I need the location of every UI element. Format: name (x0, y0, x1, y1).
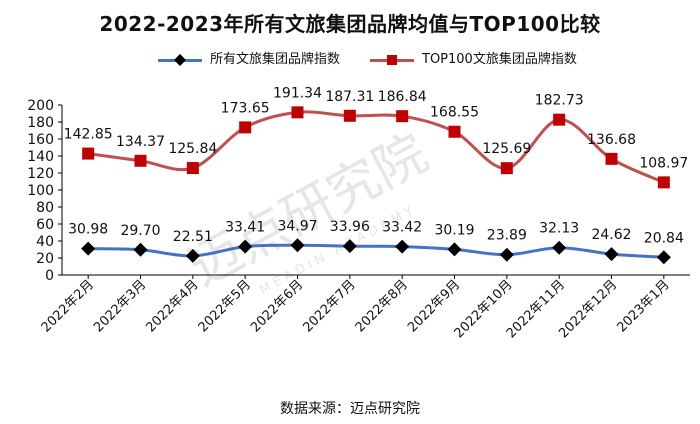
x-tick-label: 2022年7月 (300, 277, 358, 335)
series-top100-data-label: 173.65 (221, 100, 270, 116)
legend-square-marker (387, 55, 397, 65)
series-all-point (81, 241, 96, 256)
series-top100-point (343, 109, 356, 122)
y-tick-label: 80 (36, 200, 54, 216)
series-top100-data-label: 142.85 (64, 127, 113, 143)
legend-diamond-marker (174, 54, 186, 66)
x-tick-label: 2023年1月 (614, 277, 672, 335)
series-top100-point (448, 125, 461, 138)
series-all-data-label: 22.51 (173, 229, 213, 245)
series-all-data-label: 32.13 (539, 221, 579, 237)
legend-item-all: 所有文旅集团品牌指数 (158, 50, 368, 70)
series-all-data-label: 33.96 (330, 219, 370, 235)
series-all-point (604, 247, 619, 262)
x-tick-label: 2022年6月 (248, 277, 306, 335)
series-top100-point (134, 154, 147, 167)
series-top100-data-label: 134.37 (116, 134, 165, 150)
series-top100-data-label: 168.55 (430, 105, 479, 121)
series-all-point (290, 238, 305, 253)
y-tick-label: 160 (27, 132, 54, 148)
source-note: 数据来源：迈点研究院 (280, 401, 420, 417)
y-tick-label: 180 (27, 115, 54, 131)
series-all-point (499, 247, 514, 262)
series-top100-point (186, 162, 199, 175)
series-top100-data-label: 191.34 (273, 85, 322, 101)
x-tick-label: 2022年2月 (39, 277, 97, 335)
series-top100-point (396, 110, 409, 123)
legend-label-all: 所有文旅集团品牌指数 (210, 52, 341, 67)
series-all-data-label: 29.70 (120, 223, 160, 239)
series-all-point (656, 250, 671, 265)
series-top100-point (553, 113, 566, 126)
series-top100-point (82, 147, 95, 160)
series-all-data-label: 34.97 (277, 218, 317, 234)
series-top100-point (239, 121, 252, 134)
series-all-point (342, 239, 357, 254)
x-tick-label: 2022年8月 (353, 277, 411, 335)
y-tick-label: 140 (27, 149, 54, 165)
y-tick-label: 120 (27, 166, 54, 182)
series-all-data-label: 23.89 (487, 228, 527, 244)
series-all-data-label: 30.98 (68, 222, 108, 238)
series-all-point (133, 242, 148, 257)
series-top100-data-label: 136.68 (587, 132, 636, 148)
y-tick-label: 60 (36, 217, 54, 233)
series-all-point (395, 239, 410, 254)
x-tick-label: 2022年3月 (91, 277, 149, 335)
series-top100-data-label: 187.31 (325, 89, 374, 105)
series-all-data-label: 33.41 (225, 220, 265, 236)
y-tick-label: 100 (27, 183, 54, 199)
series-top100-point (500, 162, 513, 175)
series-all-point (552, 240, 567, 255)
y-tick-label: 40 (36, 234, 54, 250)
y-tick-label: 200 (27, 98, 54, 114)
series-top100-data-label: 186.84 (378, 89, 427, 105)
chart-title: 2022-2023年所有文旅集团品牌均值与TOP100比较 (99, 12, 601, 36)
legend-label-top100: TOP100文旅集团品牌指数 (422, 52, 577, 67)
series-all-data-label: 30.19 (434, 222, 474, 238)
series-all-point (447, 242, 462, 257)
series-top100-data-label: 182.73 (535, 93, 584, 109)
series-top100-point (291, 106, 304, 119)
legend: 所有文旅集团品牌指数 TOP100文旅集团品牌指数 (0, 50, 700, 70)
y-tick-label: 0 (45, 268, 54, 284)
series-all-point (238, 239, 253, 254)
series-all-data-label: 33.42 (382, 220, 422, 236)
x-tick-label: 2022年5月 (196, 277, 254, 335)
x-tick-label: 2022年4月 (143, 277, 201, 335)
series-top100-data-label: 125.84 (168, 141, 217, 157)
series-all-line (88, 243, 664, 259)
legend-item-top100: TOP100文旅集团品牌指数 (370, 50, 600, 70)
y-tick-label: 20 (36, 251, 54, 267)
series-top100-data-label: 125.69 (482, 141, 531, 157)
series-top100-data-label: 108.97 (639, 155, 688, 171)
series-top100-point (605, 152, 618, 165)
series-all-point (185, 248, 200, 263)
series-all-data-label: 20.84 (644, 230, 684, 246)
series-all-data-label: 24.62 (591, 227, 631, 243)
series-top100-point (657, 176, 670, 189)
